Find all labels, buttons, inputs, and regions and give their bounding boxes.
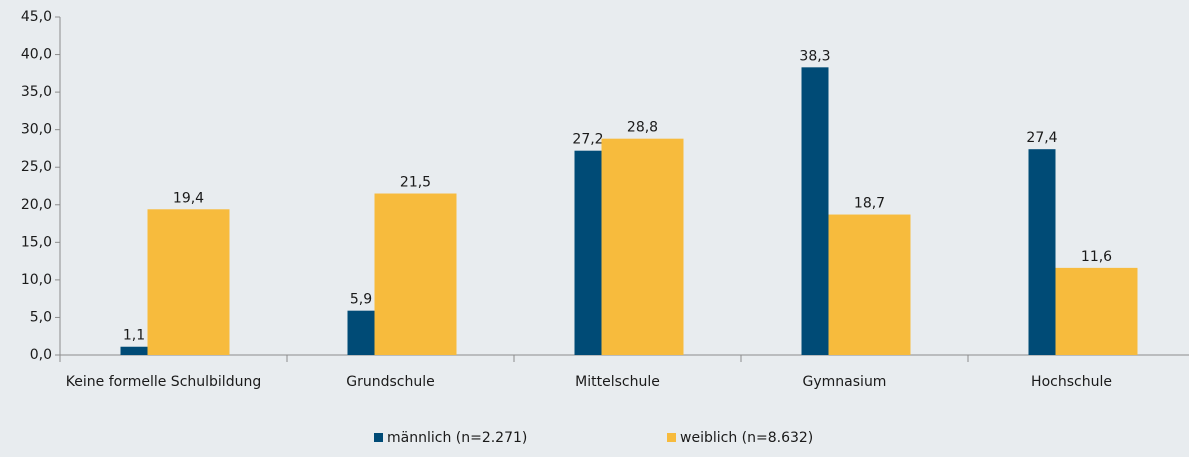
y-tick-label: 20,0 (21, 197, 52, 213)
bar (601, 138, 684, 355)
bar (801, 67, 829, 355)
y-tick-label: 40,0 (21, 47, 52, 63)
data-label: 19,4 (173, 190, 204, 206)
bar (147, 209, 230, 355)
data-label: 28,8 (627, 120, 658, 136)
y-tick-label: 35,0 (21, 84, 52, 100)
y-tick-label: 10,0 (21, 272, 52, 288)
y-tick-label: 0,0 (30, 347, 52, 363)
legend-label: weiblich (n=8.632) (680, 430, 813, 446)
legend-swatch (667, 433, 676, 442)
data-label: 1,1 (123, 328, 145, 344)
bar (1028, 149, 1056, 355)
y-tick-label: 30,0 (21, 122, 52, 138)
x-tick-label: Hochschule (1031, 374, 1112, 390)
x-tick-label: Grundschule (346, 374, 434, 390)
data-label: 21,5 (400, 175, 431, 191)
data-label: 5,9 (350, 292, 372, 308)
data-label: 38,3 (799, 48, 830, 64)
bar (120, 346, 148, 355)
data-label: 18,7 (854, 196, 885, 212)
x-tick-label: Mittelschule (575, 374, 660, 390)
x-tick-label: Gymnasium (803, 374, 887, 390)
legend-label: männlich (n=2.271) (387, 430, 527, 446)
data-label: 27,2 (572, 132, 603, 148)
y-tick-label: 25,0 (21, 159, 52, 175)
bar (1055, 267, 1138, 355)
bar (347, 310, 375, 355)
data-label: 11,6 (1081, 249, 1112, 265)
bar (374, 193, 457, 355)
data-label: 27,4 (1026, 130, 1057, 146)
bar (828, 214, 911, 355)
y-tick-label: 5,0 (30, 309, 52, 325)
y-tick-label: 15,0 (21, 234, 52, 250)
x-tick-label: Keine formelle Schulbildung (66, 374, 261, 390)
bar (574, 150, 602, 355)
y-tick-label: 45,0 (21, 9, 52, 25)
legend-swatch (374, 433, 383, 442)
